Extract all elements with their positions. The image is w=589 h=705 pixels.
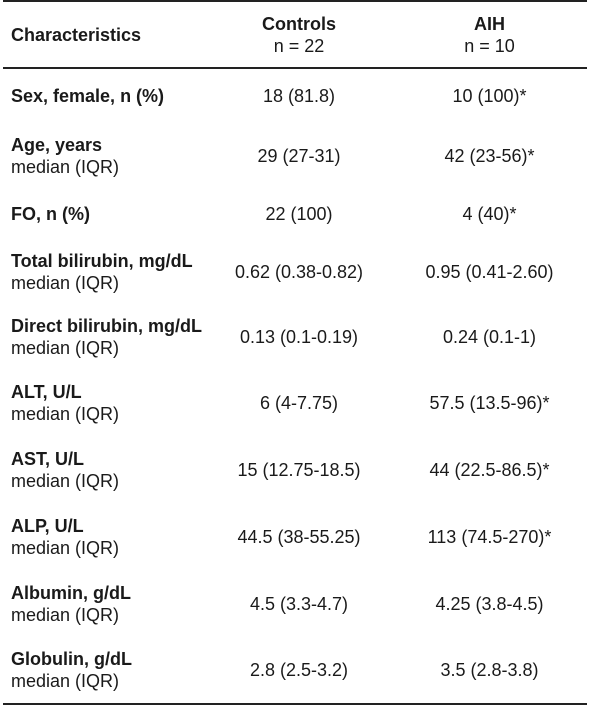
aih-value: 0.95 (0.41-2.60) bbox=[425, 262, 554, 282]
aih-value: 42 (23-56)* bbox=[444, 146, 535, 166]
header-aih-n: n = 10 bbox=[464, 35, 515, 56]
row-label-cell: ALP, U/L median (IQR) bbox=[3, 503, 206, 571]
row-sublabel: median (IQR) bbox=[11, 604, 120, 625]
row-label: Sex, female, n (%) bbox=[11, 86, 165, 106]
header-controls-n: n = 22 bbox=[273, 35, 325, 56]
header-aih: AIH n = 10 bbox=[392, 1, 587, 68]
table-row: FO, n (%) 22 (100) 4 (40)* bbox=[3, 189, 587, 239]
table-header: Characteristics Controls n = 22 AIH n = … bbox=[3, 1, 587, 68]
controls-value: 6 (4-7.75) bbox=[259, 393, 339, 413]
controls-value: 29 (27-31) bbox=[257, 146, 341, 166]
row-sublabel: median (IQR) bbox=[11, 670, 120, 691]
row-sublabel: median (IQR) bbox=[11, 157, 120, 177]
row-sublabel: median (IQR) bbox=[11, 338, 120, 358]
header-controls-label: Controls bbox=[262, 13, 336, 34]
aih-value: 57.5 (13.5-96)* bbox=[429, 393, 550, 413]
controls-value: 2.8 (2.5-3.2) bbox=[249, 659, 349, 680]
row-label: Globulin, g/dL bbox=[11, 648, 132, 669]
row-label: Direct bilirubin, mg/dL bbox=[11, 316, 203, 336]
row-label: Albumin, g/dL bbox=[11, 582, 131, 603]
controls-value: 18 (81.8) bbox=[262, 86, 336, 106]
table-row: Sex, female, n (%) 18 (81.8) 10 (100)* bbox=[3, 68, 587, 123]
row-label: ALP, U/L bbox=[11, 516, 84, 536]
header-row: Characteristics Controls n = 22 AIH n = … bbox=[3, 1, 587, 68]
row-label-cell: Age, years median (IQR) bbox=[3, 123, 206, 189]
row-label-cell: Total bilirubin, mg/dL median (IQR) bbox=[3, 239, 206, 305]
aih-value: 3.5 (2.8-3.8) bbox=[440, 659, 539, 680]
header-characteristics: Characteristics bbox=[11, 24, 142, 45]
characteristics-table: Characteristics Controls n = 22 AIH n = … bbox=[3, 0, 587, 705]
controls-value: 0.13 (0.1-0.19) bbox=[239, 327, 359, 347]
table-row: AST, U/L median (IQR) 15 (12.75-18.5) 44… bbox=[3, 437, 587, 503]
aih-value: 4 (40)* bbox=[462, 204, 517, 224]
aih-value: 4.25 (3.8-4.5) bbox=[435, 593, 544, 614]
controls-value: 0.62 (0.38-0.82) bbox=[234, 262, 364, 282]
aih-value: 10 (100)* bbox=[452, 86, 527, 106]
table-row: Total bilirubin, mg/dL median (IQR) 0.62… bbox=[3, 239, 587, 305]
table-row: ALP, U/L median (IQR) 44.5 (38-55.25) 11… bbox=[3, 503, 587, 571]
row-label-cell: ALT, U/L median (IQR) bbox=[3, 369, 206, 437]
table-row: Globulin, g/dL median (IQR) 2.8 (2.5-3.2… bbox=[3, 636, 587, 704]
row-label: FO, n (%) bbox=[11, 204, 90, 224]
row-label-cell: FO, n (%) bbox=[3, 189, 206, 239]
row-label: ALT, U/L bbox=[11, 382, 82, 402]
row-label-cell: AST, U/L median (IQR) bbox=[3, 437, 206, 503]
row-label: AST, U/L bbox=[11, 449, 85, 469]
controls-value: 44.5 (38-55.25) bbox=[237, 527, 361, 547]
row-sublabel: median (IQR) bbox=[11, 273, 120, 293]
controls-value: 15 (12.75-18.5) bbox=[237, 460, 361, 480]
row-sublabel: median (IQR) bbox=[11, 471, 120, 491]
row-label: Total bilirubin, mg/dL bbox=[11, 251, 193, 271]
controls-value: 4.5 (3.3-4.7) bbox=[249, 593, 349, 614]
aih-value: 0.24 (0.1-1) bbox=[442, 327, 537, 347]
row-label-cell: Albumin, g/dL median (IQR) bbox=[3, 571, 206, 636]
row-label-cell: Sex, female, n (%) bbox=[3, 68, 206, 123]
controls-value: 22 (100) bbox=[265, 204, 333, 224]
row-label-cell: Direct bilirubin, mg/dL median (IQR) bbox=[3, 305, 206, 369]
characteristics-table-container: Characteristics Controls n = 22 AIH n = … bbox=[3, 0, 587, 705]
table-row: Age, years median (IQR) 29 (27-31) 42 (2… bbox=[3, 123, 587, 189]
header-controls: Controls n = 22 bbox=[206, 1, 392, 68]
row-sublabel: median (IQR) bbox=[11, 404, 120, 424]
header-aih-label: AIH bbox=[474, 13, 505, 34]
table-row: Albumin, g/dL median (IQR) 4.5 (3.3-4.7)… bbox=[3, 571, 587, 636]
aih-value: 44 (22.5-86.5)* bbox=[429, 460, 550, 480]
table-row: ALT, U/L median (IQR) 6 (4-7.75) 57.5 (1… bbox=[3, 369, 587, 437]
table-row: Direct bilirubin, mg/dL median (IQR) 0.1… bbox=[3, 305, 587, 369]
row-label-cell: Globulin, g/dL median (IQR) bbox=[3, 636, 206, 704]
row-sublabel: median (IQR) bbox=[11, 538, 120, 558]
aih-value: 113 (74.5-270)* bbox=[427, 527, 552, 547]
row-label: Age, years bbox=[11, 135, 103, 155]
table-body: Sex, female, n (%) 18 (81.8) 10 (100)* A… bbox=[3, 68, 587, 704]
